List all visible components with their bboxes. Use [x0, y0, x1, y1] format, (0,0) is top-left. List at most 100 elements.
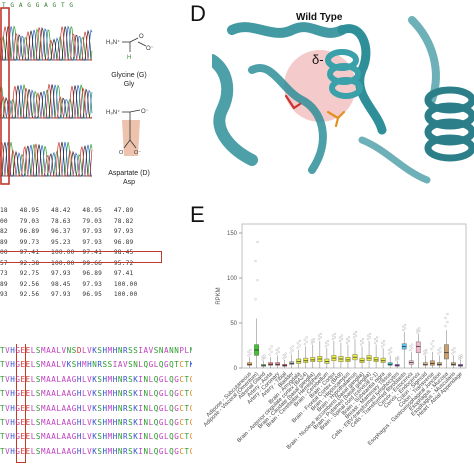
- protein-ribbon-image: [212, 0, 474, 186]
- box-9: [310, 356, 316, 362]
- identity-row: 89 92.56 98.45 97.93 100.00: [0, 280, 138, 288]
- box-outlier: [395, 358, 398, 361]
- box-outlier: [402, 329, 405, 332]
- box-outlier: [383, 339, 386, 343]
- box-outlier: [261, 358, 264, 361]
- identity-row: 73 92.75 97.93 96.89 97.41: [0, 270, 134, 277]
- box-outlier: [310, 339, 313, 342]
- charge-label: δ-: [312, 52, 324, 67]
- box-outlier: [331, 338, 335, 341]
- box-outlier: [352, 336, 356, 339]
- box-outlier: [270, 350, 273, 353]
- box-outlier: [361, 338, 365, 341]
- identity-row: 18 48.95 48.42 48.95 47.89: [0, 207, 134, 214]
- box-outlier: [361, 341, 365, 344]
- trace-line: [0, 141, 92, 177]
- box-outlier: [397, 357, 400, 361]
- box-outlier: [368, 332, 372, 335]
- alignment-row: TVHGEELSMAALVKSHMHNRSSIAVSNLQGLQGQTCTK: [0, 360, 192, 370]
- box-outlier: [366, 334, 370, 337]
- identity-row: 93 92.56 97.93 96.95 100.00: [0, 291, 138, 298]
- box-outlier: [282, 357, 285, 360]
- y-tick-label: 50: [230, 321, 237, 327]
- y-tick-label: 0: [234, 366, 238, 372]
- svg-text:H₃N⁺: H₃N⁺: [106, 109, 120, 116]
- box-outlier: [373, 341, 377, 344]
- box-outlier: [324, 345, 327, 348]
- box-outlier: [303, 338, 306, 341]
- box-20: [387, 362, 393, 366]
- box-outlier: [375, 336, 379, 339]
- box-outlier: [312, 340, 315, 343]
- box-26: [429, 360, 435, 366]
- box-outlier: [345, 341, 349, 344]
- box-outlier: [249, 348, 252, 352]
- identity-table: 18 48.95 48.42 48.95 47.89 00 79.03 78.63…: [0, 206, 170, 301]
- box-outlier: [254, 298, 257, 301]
- box-24: [415, 341, 421, 353]
- box-outlier: [404, 323, 407, 326]
- box-outlier: [366, 338, 370, 341]
- box-28: [444, 344, 449, 360]
- panel-letter-e: E: [190, 202, 205, 227]
- box-outlier: [430, 348, 433, 351]
- box-outlier: [409, 348, 412, 352]
- svg-text:O⁻: O⁻: [141, 109, 149, 115]
- box-outlier: [256, 279, 259, 282]
- box-outlier: [444, 316, 447, 320]
- box-outlier: [284, 355, 287, 358]
- box-outlier: [319, 332, 322, 335]
- y-tick-label: 150: [227, 231, 238, 237]
- box-6: [289, 361, 295, 365]
- box-outlier: [458, 357, 461, 360]
- alignment-row: TVHGEELSMAALAAGHLVKSHMHNRSKINLQGLQGCTCTK: [0, 432, 192, 442]
- svg-text:H₃N⁺: H₃N⁺: [106, 39, 120, 46]
- trace-line: [0, 26, 92, 61]
- box-outlier: [354, 334, 358, 337]
- box-outlier: [425, 351, 428, 354]
- box-outlier: [411, 347, 414, 350]
- box-outlier: [359, 339, 363, 343]
- chromatogram-traces: [0, 7, 93, 185]
- box-outlier: [291, 345, 294, 348]
- panel-letter-d: D: [190, 1, 206, 26]
- aspartate-name: Aspartate (D): [108, 170, 150, 177]
- box-outlier: [425, 348, 428, 352]
- identity-row: 57 92.38 100.00 99.66 95.72: [0, 259, 134, 267]
- box-outlier: [453, 350, 456, 353]
- box-outlier: [411, 343, 414, 346]
- box-3: [268, 362, 273, 366]
- aspartate-structure-icon: H₃N⁺ O⁻ O O⁻: [106, 109, 149, 156]
- aspartate-abbr: Asp: [122, 179, 136, 186]
- box-outlier: [430, 342, 433, 345]
- box-outlier: [381, 341, 384, 344]
- box-11: [324, 358, 330, 364]
- box-outlier: [423, 350, 426, 353]
- box-outlier: [333, 332, 337, 335]
- svg-text:O: O: [119, 150, 124, 156]
- box-outlier: [247, 354, 250, 357]
- box-outlier: [402, 325, 405, 328]
- identity-row: 00 97.41 100.00 97.41 98.45: [0, 249, 134, 256]
- box-outlier: [324, 341, 327, 344]
- box-outlier: [284, 352, 287, 355]
- box-outlier: [354, 330, 358, 334]
- identity-row: 82 96.89 96.37 97.93 97.93: [0, 228, 134, 235]
- box-outlier: [416, 331, 419, 334]
- box-outlier: [390, 350, 393, 353]
- alignment-row: TVHGEELSMAALAAGHLVKSHMHNRSKINLQGLQGCTCTK: [0, 403, 192, 413]
- box-outlier: [298, 344, 301, 347]
- box-outlier: [352, 332, 356, 335]
- box-outlier: [381, 345, 384, 348]
- box-8: [303, 357, 309, 363]
- y-tick-label: 100: [227, 276, 238, 282]
- box-outlier: [432, 339, 435, 343]
- alignment-highlight-box: [16, 344, 26, 463]
- box-outlier: [451, 348, 454, 352]
- box-outlier: [326, 343, 329, 346]
- box-outlier: [345, 338, 349, 341]
- box-outlier: [296, 346, 299, 349]
- box-outlier: [347, 336, 351, 339]
- box-outlier: [305, 336, 308, 339]
